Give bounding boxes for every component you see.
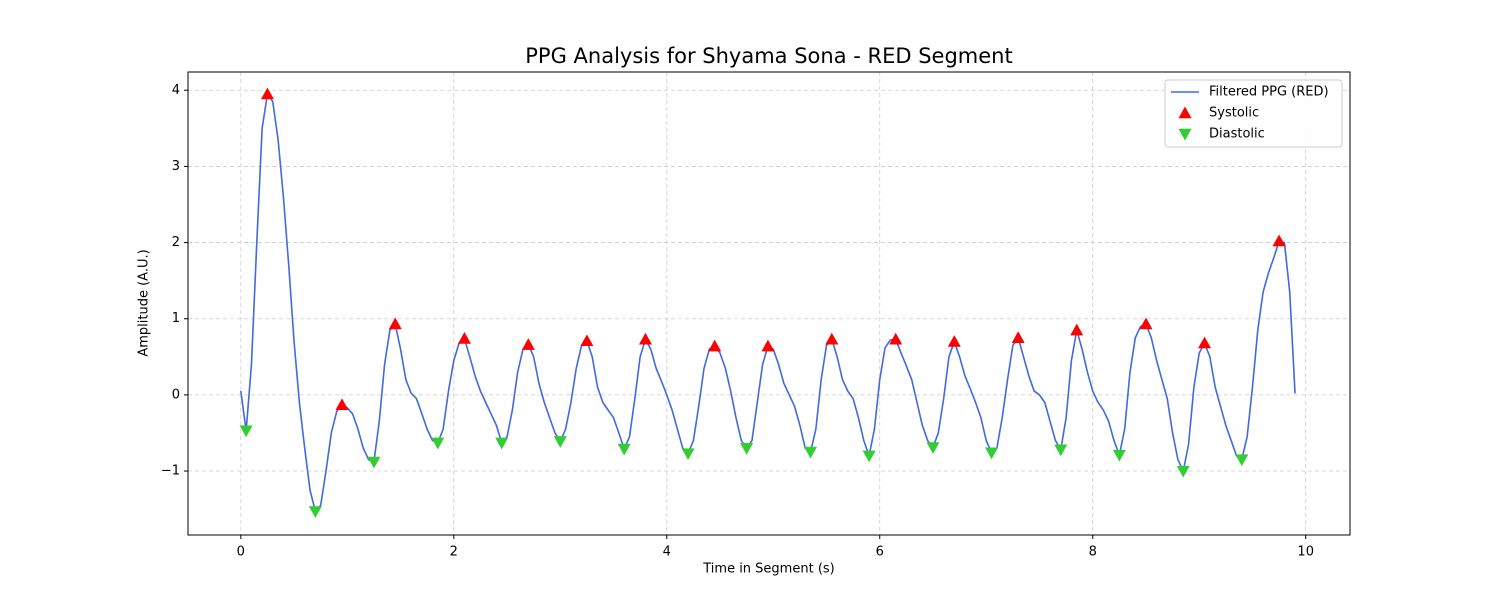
diastolic-marker <box>239 425 253 438</box>
diastolic-marker <box>431 437 445 450</box>
diastolic-marker <box>740 442 754 455</box>
systolic-marker <box>521 338 535 350</box>
y-tick-label: 1 <box>172 311 180 326</box>
y-tick-label: −1 <box>161 464 180 479</box>
systolic-marker <box>889 332 903 345</box>
y-tick-label: 0 <box>172 387 180 402</box>
diastolic-marker <box>1235 454 1249 467</box>
x-tick-label: 8 <box>1089 545 1097 560</box>
x-axis-label: Time in Segment (s) <box>702 562 834 577</box>
systolic-marker <box>708 339 722 352</box>
x-tick-label: 10 <box>1297 545 1314 560</box>
legend: Filtered PPG (RED) Systolic Diastolic <box>1164 79 1343 148</box>
diastolic-marker <box>1176 465 1190 478</box>
diastolic-marker <box>926 442 940 454</box>
y-axis-label: Amplitude (A.U.) <box>137 249 152 356</box>
systolic-marker <box>761 339 775 352</box>
legend-swatch <box>1178 106 1192 119</box>
legend-label: Filtered PPG (RED) <box>1209 85 1329 100</box>
diastolic-marker <box>681 448 695 461</box>
systolic-marker <box>388 317 402 330</box>
systolic-marker <box>638 332 652 345</box>
diastolic-marker <box>308 506 322 518</box>
y-tick-label: 3 <box>172 159 180 174</box>
diastolic-marker <box>495 437 509 450</box>
x-tick-label: 2 <box>450 545 458 560</box>
legend-label: Systolic <box>1209 106 1259 121</box>
y-tick-label: 4 <box>172 83 180 98</box>
diastolic-marker <box>1112 449 1126 462</box>
diastolic-marker <box>1054 444 1068 457</box>
y-tick-label: 2 <box>172 235 180 250</box>
diastolic-marker <box>804 446 818 459</box>
systolic-marker <box>580 334 594 347</box>
systolic-marker <box>335 398 349 410</box>
chart-title: PPG Analysis for Shyama Sona - RED Segme… <box>525 44 1012 68</box>
diastolic-marker <box>617 443 631 456</box>
diastolic-marker <box>985 447 999 460</box>
diastolic-marker <box>553 436 567 448</box>
plot-frame <box>187 71 1351 536</box>
systolic-marker <box>457 332 471 344</box>
systolic-marker <box>1011 331 1025 343</box>
x-tick-label: 0 <box>237 545 245 560</box>
systolic-marker <box>1139 317 1153 330</box>
systolic-marker <box>1272 234 1286 247</box>
legend-swatch <box>1178 128 1192 141</box>
systolic-marker <box>1198 336 1212 349</box>
legend-box <box>1164 79 1343 148</box>
x-tick-label: 4 <box>663 545 671 560</box>
systolic-marker <box>1070 323 1084 336</box>
diastolic-marker <box>862 450 876 463</box>
systolic-marker <box>825 332 839 345</box>
x-tick-label: 6 <box>876 545 884 560</box>
legend-label: Diastolic <box>1209 127 1265 142</box>
systolic-marker <box>947 335 961 347</box>
systolic-marker <box>260 87 274 100</box>
diastolic-marker <box>367 456 381 469</box>
